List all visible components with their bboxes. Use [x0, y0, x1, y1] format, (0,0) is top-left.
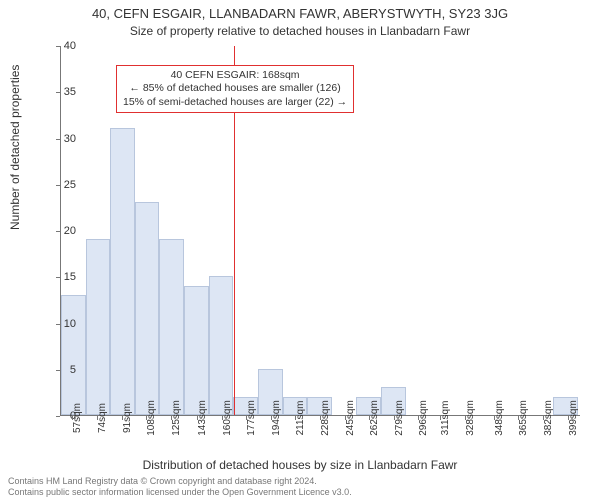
y-tick-label: 30 — [46, 133, 76, 145]
histogram-bar — [209, 276, 234, 415]
x-tick-label: 245sqm — [345, 400, 356, 436]
annotation-line1: 40 CEFN ESGAIR: 168sqm — [123, 69, 347, 83]
x-tick-label: 279sqm — [394, 400, 405, 436]
annotation-line2: ← 85% of detached houses are smaller (12… — [123, 82, 347, 96]
histogram-bar — [61, 295, 86, 415]
histogram-bar — [135, 202, 160, 415]
x-tick-label: 399sqm — [568, 400, 579, 436]
footer-line2: Contains public sector information licen… — [8, 487, 352, 498]
x-tick-label: 228sqm — [320, 400, 331, 436]
x-tick-label: 160sqm — [222, 400, 233, 436]
x-tick-label: 57sqm — [72, 403, 83, 433]
plot-area: 40 CEFN ESGAIR: 168sqm← 85% of detached … — [60, 46, 580, 416]
x-tick-label: 143sqm — [197, 400, 208, 436]
x-tick-label: 348sqm — [494, 400, 505, 436]
x-tick-label: 296sqm — [418, 400, 429, 436]
footer-line1: Contains HM Land Registry data © Crown c… — [8, 476, 352, 487]
x-tick-label: 211sqm — [295, 401, 306, 436]
histogram-bar — [110, 128, 135, 415]
x-tick-label: 382sqm — [543, 400, 554, 436]
histogram-bar — [86, 239, 111, 415]
x-tick-label: 125sqm — [171, 400, 182, 436]
x-tick-label: 365sqm — [518, 400, 529, 436]
annotation-box: 40 CEFN ESGAIR: 168sqm← 85% of detached … — [116, 65, 354, 114]
annotation-line3: 15% of semi-detached houses are larger (… — [123, 96, 347, 110]
x-tick-label: 91sqm — [122, 403, 133, 433]
x-tick-label: 328sqm — [465, 400, 476, 436]
y-axis-label: Number of detached properties — [8, 65, 22, 230]
x-tick-label: 74sqm — [97, 403, 108, 433]
x-tick-label: 311sqm — [440, 401, 451, 436]
y-tick-label: 15 — [46, 271, 76, 283]
x-tick-label: 177sqm — [246, 400, 257, 436]
footer-attribution: Contains HM Land Registry data © Crown c… — [8, 476, 352, 498]
y-tick-label: 20 — [46, 225, 76, 237]
y-tick-label: 25 — [46, 179, 76, 191]
chart-title-line2: Size of property relative to detached ho… — [0, 24, 600, 38]
x-tick-label: 194sqm — [271, 400, 282, 436]
chart-title-line1: 40, CEFN ESGAIR, LLANBADARN FAWR, ABERYS… — [0, 6, 600, 21]
histogram-bar — [184, 286, 209, 416]
y-tick-label: 35 — [46, 86, 76, 98]
chart-container: 40, CEFN ESGAIR, LLANBADARN FAWR, ABERYS… — [0, 0, 600, 500]
y-tick-label: 10 — [46, 318, 76, 330]
y-tick-label: 5 — [46, 364, 76, 376]
x-tick-label: 108sqm — [146, 400, 157, 436]
y-tick-label: 40 — [46, 40, 76, 52]
x-axis-label: Distribution of detached houses by size … — [0, 458, 600, 472]
x-tick-label: 262sqm — [369, 400, 380, 436]
histogram-bar — [159, 239, 184, 415]
